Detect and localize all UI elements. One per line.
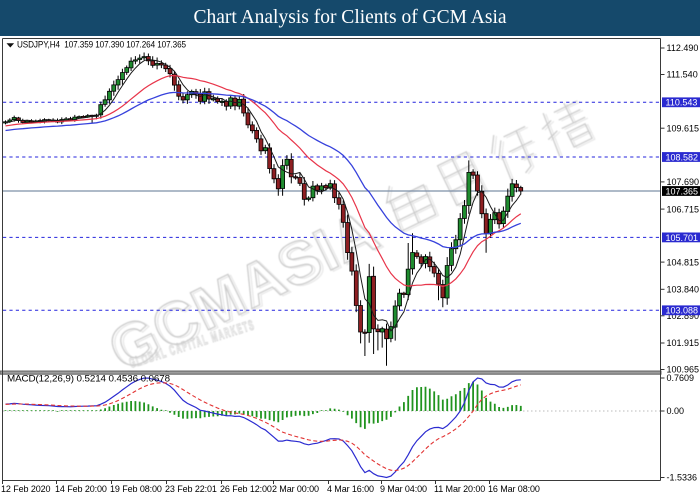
svg-text:103.088: 103.088	[666, 306, 699, 316]
svg-text:19 Feb 08:00: 19 Feb 08:00	[110, 484, 162, 494]
svg-text:14 Feb 20:00: 14 Feb 20:00	[55, 484, 107, 494]
svg-text:108.582: 108.582	[666, 152, 699, 162]
svg-text:2 Mar 00:00: 2 Mar 00:00	[272, 484, 319, 494]
svg-text:102.890: 102.890	[667, 311, 700, 321]
svg-text:110.543: 110.543	[666, 98, 698, 108]
svg-text:109.615: 109.615	[667, 123, 700, 133]
svg-text:111.540: 111.540	[667, 70, 698, 80]
svg-text:0.00: 0.00	[667, 406, 685, 416]
svg-text:101.915: 101.915	[667, 338, 700, 348]
svg-text:MACD(12,26,9) 0.5214 0.4536 0.: MACD(12,26,9) 0.5214 0.4536 0.0678	[7, 374, 170, 384]
svg-text:107.365: 107.365	[666, 186, 699, 196]
svg-text:112.490: 112.490	[667, 43, 699, 53]
svg-text:11 Mar 20:00: 11 Mar 20:00	[434, 484, 485, 494]
svg-text:105.701: 105.701	[666, 233, 699, 243]
svg-text:107.690: 107.690	[667, 177, 700, 187]
svg-text:12 Feb 2020: 12 Feb 2020	[1, 484, 51, 494]
svg-text:-1.5336: -1.5336	[667, 473, 698, 483]
svg-text:100.965: 100.965	[667, 365, 700, 375]
svg-text:4 Mar 16:00: 4 Mar 16:00	[327, 484, 374, 494]
svg-text:104.815: 104.815	[667, 257, 700, 267]
svg-text:103.840: 103.840	[667, 285, 700, 295]
svg-text:23 Feb 22:01: 23 Feb 22:01	[165, 484, 217, 494]
svg-text:26 Feb 12:00: 26 Feb 12:00	[220, 484, 272, 494]
svg-text:USDJPY,H4 107.359 107.390 107: USDJPY,H4 107.359 107.390 107.264 107.36…	[17, 40, 186, 50]
svg-text:0.7609: 0.7609	[667, 373, 695, 383]
svg-text:106.715: 106.715	[667, 204, 700, 214]
svg-text:16 Mar 08:00: 16 Mar 08:00	[488, 484, 540, 494]
svg-text:9 Mar 04:00: 9 Mar 04:00	[380, 484, 427, 494]
